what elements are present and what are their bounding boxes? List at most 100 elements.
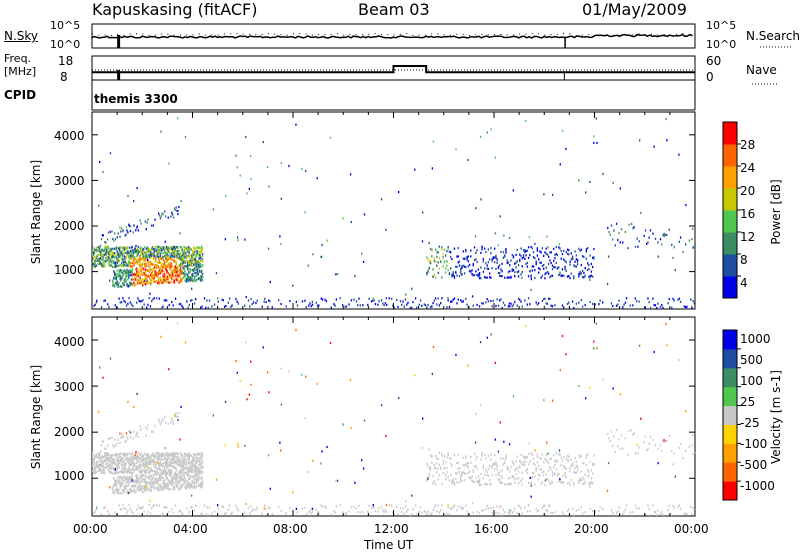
power-cell [475,270,477,273]
velocity-cell [180,486,183,489]
velocity-cell [264,504,266,507]
noise-search-dot [318,33,320,35]
velocity-cell [354,481,356,484]
velocity-cell [115,455,118,458]
velocity-cell [158,477,160,480]
velocity-cell [192,464,194,467]
power-cell [165,215,167,218]
power-cell [177,252,179,255]
velocity-cell [456,472,458,475]
power-cell [546,271,549,274]
velocity-cell [120,459,122,462]
velocity-cell [414,504,417,507]
velocity-cell [357,511,359,514]
power-cell [162,213,164,216]
power-cell [102,249,104,252]
velocity-cell [123,470,126,473]
velocity-cell [167,460,169,464]
power-cell [236,300,238,303]
power-cell [662,306,664,309]
power-cell [150,272,153,275]
power-cell [350,299,353,302]
power-cell [453,276,456,280]
velocity-cell [115,466,118,469]
power-cell [502,301,505,304]
velocity-cell [280,367,283,370]
velocity-cell [633,432,635,435]
velocity-cell [138,484,140,488]
velocity-cell [100,470,103,473]
velocity-cell [133,457,135,460]
power-cell [99,250,101,253]
velocity-cell [107,462,110,465]
velocity-cell [527,481,530,484]
power-cell [186,254,188,258]
power-cell [250,298,252,301]
power-cell [160,249,162,252]
power-cell [372,297,374,300]
velocity-cell [152,454,155,457]
velocity-cell [192,461,194,464]
power-cell [647,241,649,244]
power-cell [143,251,145,254]
velocity-cell [159,468,162,471]
velocity-cell [172,422,175,425]
power-cell [524,119,527,123]
power-cell [512,303,515,306]
velocity-cell [522,455,525,458]
power-cell [172,249,175,253]
velocity-cell [98,410,100,413]
power-cell [187,267,190,270]
velocity-cell [348,510,350,513]
velocity-cell [160,335,162,338]
velocity-cell [136,480,139,483]
noise-search-dot [368,33,370,35]
velocity-cell [520,461,522,464]
velocity-cell [143,479,146,482]
velocity-cell [133,468,135,471]
power-cell [112,279,114,282]
power-cell [131,262,133,265]
noise-search-dot [205,34,207,36]
velocity-cell [170,452,172,455]
power-cell [236,236,239,239]
power-cell [146,282,148,285]
power-cell [593,247,595,251]
velocity-cell [167,479,169,482]
power-cell [112,254,114,257]
velocity-cell [174,481,177,484]
power-cell [109,250,111,253]
velocity-cell [111,462,113,465]
velocity-cell [129,480,132,483]
velocity-cell [176,463,178,466]
velocity-cell [561,474,564,477]
power-cell [509,305,511,308]
power-cell [473,274,476,277]
velocity-cell [538,473,540,476]
power-cell [511,269,513,272]
power-cell [92,247,94,250]
velocity-cell [127,400,129,403]
power-cell [431,255,433,258]
velocity-cell [115,471,118,474]
power-cell [118,297,120,300]
power-cell [170,267,172,270]
velocity-cell [502,508,505,511]
velocity-cell [540,483,542,486]
velocity-cell [201,459,204,462]
velocity-cell [269,487,271,490]
velocity-cell [305,375,307,378]
velocity-cell [172,458,175,461]
power-cell [140,270,142,273]
velocity-cell [117,492,119,495]
power-cell [482,302,485,305]
velocity-cell [157,480,159,483]
noise-search-dot [274,33,276,35]
power-cell [487,267,490,271]
velocity-cell [195,481,198,484]
power-cell [138,256,140,259]
velocity-cell [134,491,136,494]
velocity-cell [370,507,373,510]
power-cell [541,247,544,250]
power-cell [345,305,348,308]
